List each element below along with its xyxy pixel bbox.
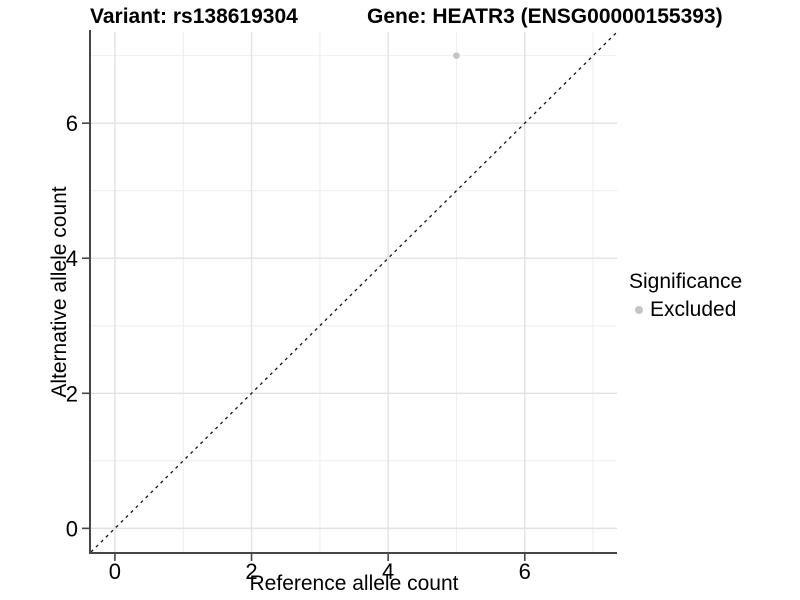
x-tick-label: 6	[519, 559, 531, 584]
x-tick-label: 2	[245, 559, 257, 584]
y-axis-title: Alternative allele count	[48, 186, 71, 398]
y-tick-label: 6	[66, 111, 78, 136]
x-tick-label: 4	[382, 559, 394, 584]
x-tick-label: 0	[109, 559, 121, 584]
data-point	[453, 52, 460, 59]
y-tick-label: 0	[66, 516, 78, 541]
y-tick-label: 4	[66, 246, 78, 271]
gene-title: Gene: HEATR3 (ENSG00000155393)	[367, 5, 723, 28]
x-axis-title: Reference allele count	[249, 572, 459, 595]
y-tick-label: 2	[66, 381, 78, 406]
legend-item-excluded: Excluded	[629, 297, 742, 322]
variant-title: Variant: rs138619304	[90, 5, 298, 28]
legend-title: Significance	[629, 270, 743, 293]
legend: Significance Excluded	[629, 269, 742, 322]
legend-point-icon	[635, 305, 643, 314]
identity-line	[90, 31, 618, 553]
legend-item-label: Excluded	[650, 298, 737, 322]
